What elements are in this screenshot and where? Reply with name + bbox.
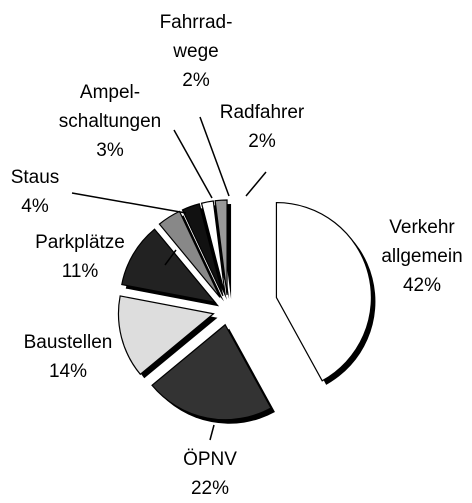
value-label: 3%	[96, 140, 124, 161]
category-label: Fahrrad- wege	[159, 12, 233, 62]
category-label: ÖPNV	[183, 449, 237, 470]
slice	[181, 203, 224, 297]
value-label: 22%	[190, 478, 230, 499]
category-label: Baustellen	[23, 332, 113, 353]
slice-label: ÖPNV 22%	[183, 445, 237, 503]
slice-label: Baustellen 14%	[24, 328, 113, 386]
leader-line	[209, 424, 215, 441]
slice-label: Verkehr allgemein 42%	[381, 213, 462, 300]
leader-line	[199, 116, 230, 197]
category-label: Ampel- schaltungen	[58, 82, 162, 132]
slice-label: Ampel- schaltungen 3%	[59, 78, 161, 165]
slice	[121, 228, 217, 304]
category-label: Verkehr allgemein	[381, 217, 463, 267]
leader-line	[173, 129, 213, 199]
value-label: 2%	[248, 131, 276, 152]
slice	[200, 200, 226, 296]
slice	[117, 295, 215, 376]
value-label: 2%	[182, 70, 210, 91]
slice	[214, 199, 228, 296]
value-label: 4%	[21, 196, 49, 217]
slice-label: Radfahrer 2%	[220, 98, 305, 156]
category-label: Radfahrer	[219, 102, 305, 123]
slice-label: Staus 4%	[11, 163, 60, 221]
slice-label: Fahrrad- wege 2%	[160, 8, 233, 95]
leader-line	[245, 171, 267, 197]
value-label: 42%	[402, 275, 442, 296]
slice	[151, 323, 272, 421]
value-label: 14%	[48, 361, 88, 382]
category-label: Parkplätze	[35, 232, 125, 253]
value-label: 11%	[61, 261, 99, 282]
leader-line	[164, 249, 177, 266]
slice	[275, 201, 372, 382]
category-label: Staus	[10, 167, 60, 188]
slice-label: Parkplätze 11%	[35, 228, 125, 286]
leader-line	[71, 192, 187, 214]
